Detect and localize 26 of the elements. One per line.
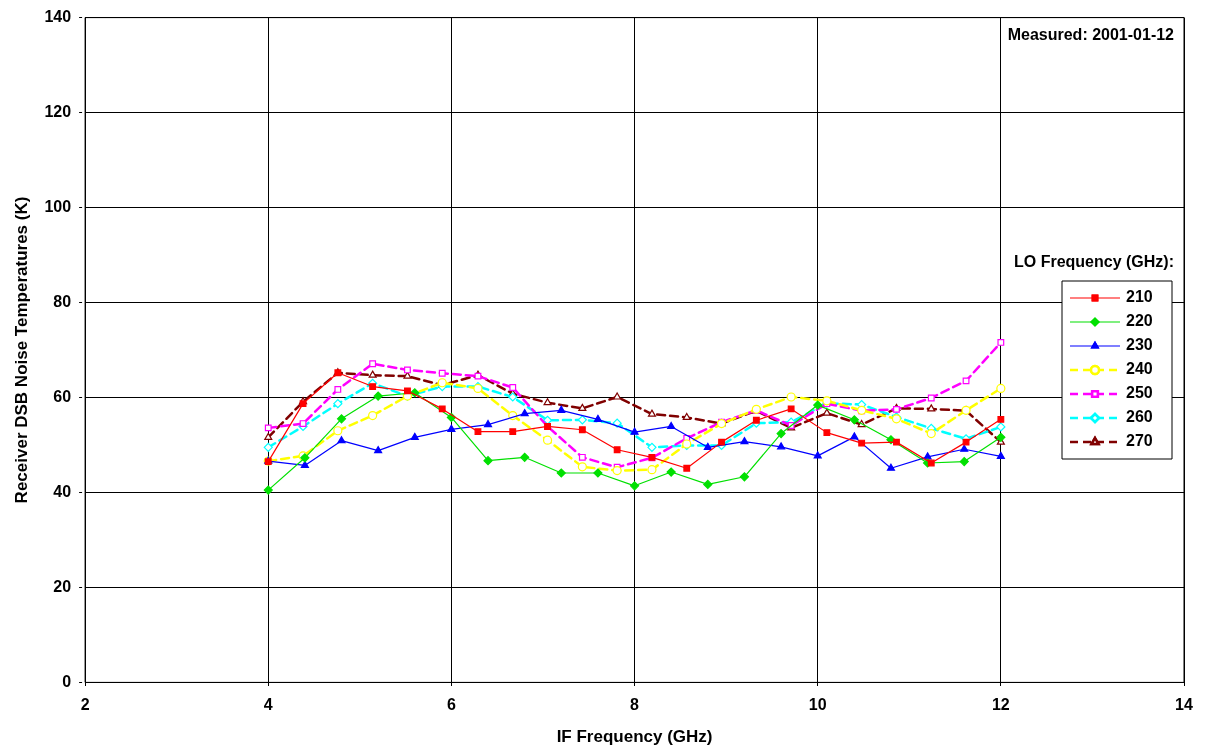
x-tick-label: 4 bbox=[263, 696, 273, 714]
x-tick-label: 12 bbox=[991, 696, 1010, 714]
y-tick-label: 80 bbox=[53, 292, 72, 310]
y-tick-label: 0 bbox=[62, 672, 72, 690]
x-tick-label: 8 bbox=[630, 696, 640, 714]
legend-label: 210 bbox=[1126, 288, 1153, 306]
legend-label: 220 bbox=[1126, 312, 1153, 330]
y-tick-label: 60 bbox=[53, 387, 72, 405]
y-tick-label: 20 bbox=[53, 577, 72, 595]
legend-label: 270 bbox=[1126, 432, 1153, 450]
y-tick-label: 120 bbox=[44, 102, 72, 120]
annotation: Measured: 2001-01-12 bbox=[1007, 26, 1175, 44]
legend-label: 250 bbox=[1126, 384, 1153, 402]
legend-label: 230 bbox=[1126, 336, 1153, 354]
y-tick-label: 40 bbox=[53, 482, 72, 500]
y-tick-label: 140 bbox=[44, 8, 72, 26]
x-axis-title: IF Frequency (GHz) bbox=[556, 727, 713, 747]
x-tick-label: 10 bbox=[808, 696, 827, 714]
legend-label: 240 bbox=[1126, 360, 1153, 378]
y-tick-label: 100 bbox=[44, 197, 72, 215]
legend-title: LO Frequency (GHz): bbox=[1013, 253, 1174, 271]
y-axis-title: Receiver DSB Noise Temperatures (K) bbox=[11, 196, 31, 504]
x-tick-label: 2 bbox=[80, 696, 90, 714]
x-tick-label: 14 bbox=[1175, 696, 1193, 714]
x-tick-label: 6 bbox=[446, 696, 456, 714]
legend-label: 260 bbox=[1126, 408, 1153, 426]
